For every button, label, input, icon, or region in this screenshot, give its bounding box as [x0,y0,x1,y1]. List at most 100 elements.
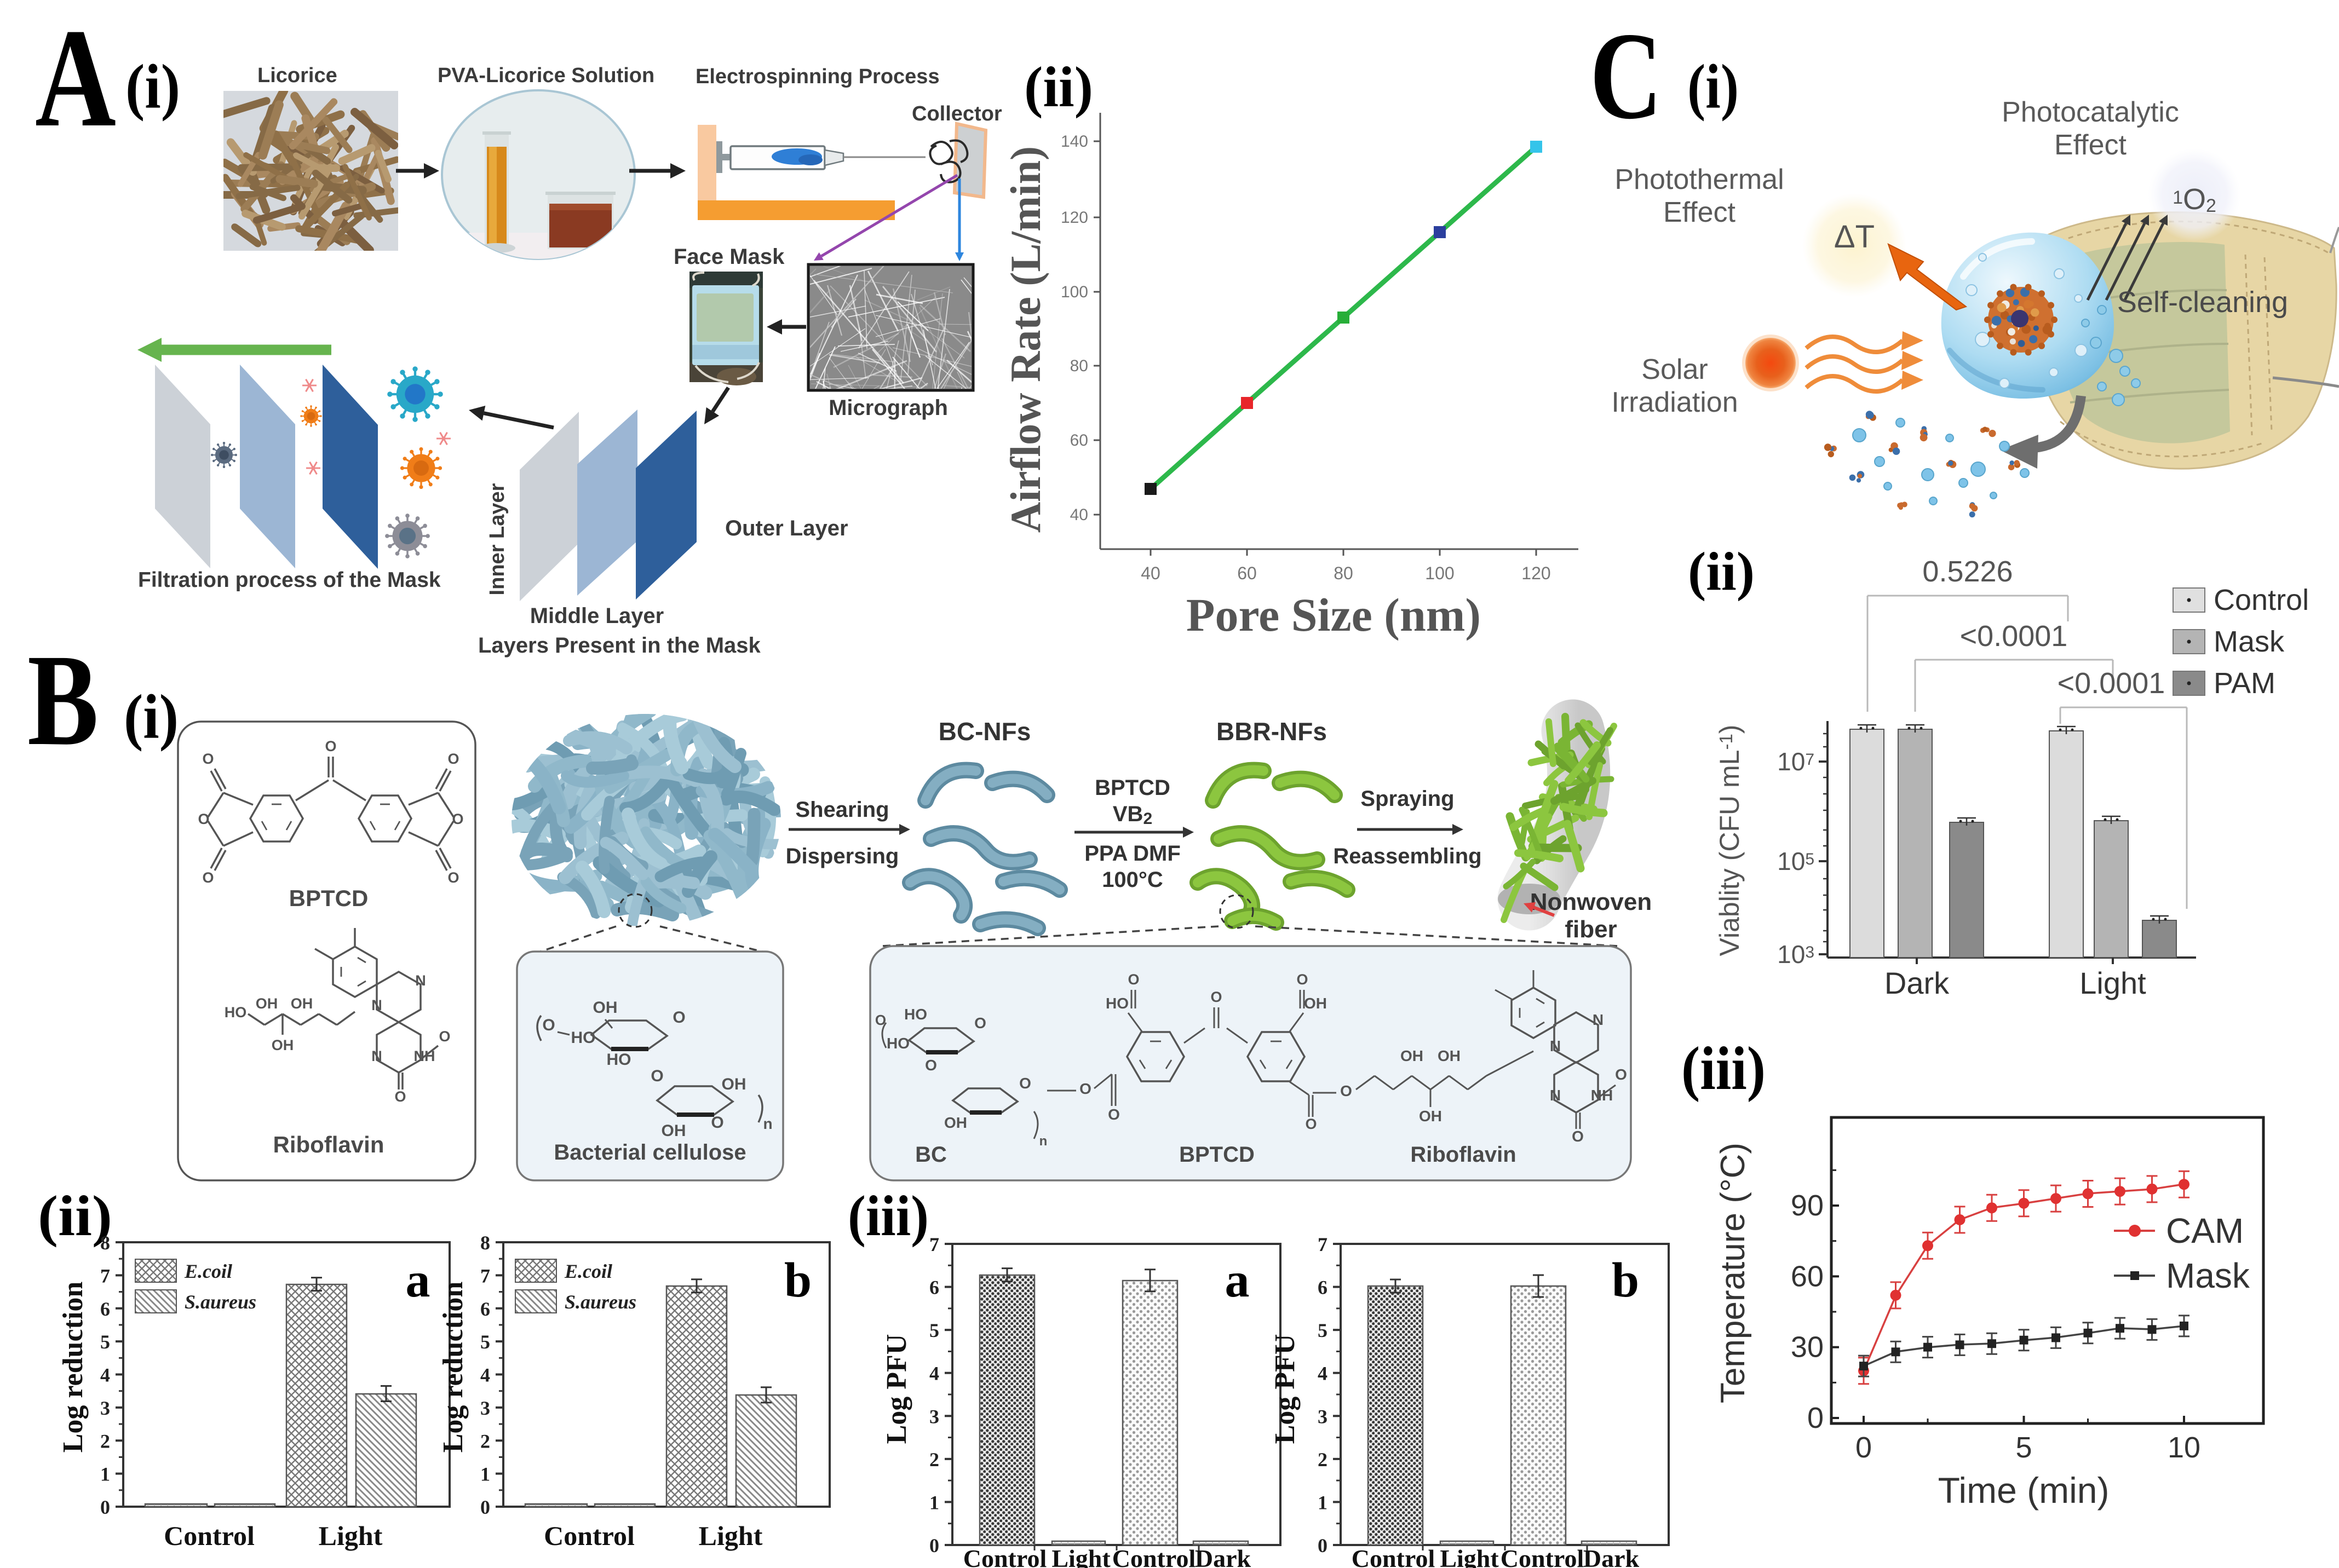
svg-text:Log reduction: Log reduction [438,1282,469,1453]
svg-text:O: O [673,1008,685,1027]
svg-text:Solar: Solar [1641,354,1708,385]
svg-text:PVA-Licorice Solution: PVA-Licorice Solution [438,64,654,87]
svg-text:7: 7 [480,1265,490,1287]
svg-text:Middle Layer: Middle Layer [530,604,664,628]
svg-text:90: 90 [1791,1189,1824,1222]
svg-text:Control: Control [1352,1544,1435,1568]
svg-text:O: O [1305,1116,1317,1132]
svg-text:5: 5 [480,1331,490,1353]
svg-text:(i): (i) [1687,52,1739,122]
svg-text:2: 2 [1318,1449,1327,1471]
svg-text:N: N [1593,1011,1604,1028]
svg-text:40: 40 [1141,563,1160,583]
svg-text:N: N [371,1048,382,1064]
svg-text:Dark: Dark [1884,966,1950,1000]
svg-text:<0.0001: <0.0001 [1960,620,2068,653]
svg-text:Electrospinning Process: Electrospinning Process [696,65,940,88]
svg-text:5: 5 [2015,1431,2032,1464]
svg-text:(iii): (iii) [1681,1035,1766,1103]
svg-text:Light: Light [1440,1544,1499,1568]
svg-text:b: b [784,1253,812,1307]
svg-text:O: O [202,869,214,886]
svg-text:Riboflavin: Riboflavin [273,1132,384,1157]
svg-text:120: 120 [1061,209,1088,227]
svg-text:HO: HO [225,1004,247,1021]
svg-text:1: 1 [929,1491,939,1513]
svg-text:4: 4 [929,1363,939,1385]
svg-text:OH: OH [1304,995,1327,1012]
svg-text:Collector: Collector [912,102,1002,125]
svg-text:1: 1 [480,1463,490,1485]
svg-text:O: O [711,1114,723,1132]
svg-text:(ii): (ii) [1024,55,1093,119]
svg-text:O: O [875,1012,886,1028]
svg-text:30: 30 [1791,1331,1824,1364]
svg-text:Face Mask: Face Mask [674,245,785,269]
svg-text:Photocatalytic: Photocatalytic [2002,96,2179,128]
svg-text:Layers Present in the Mask: Layers Present in the Mask [478,633,761,658]
svg-text:Photothermal: Photothermal [1614,164,1784,195]
svg-text:fiber: fiber [1565,916,1617,943]
svg-text:Light: Light [319,1520,383,1551]
svg-text:100°C: 100°C [1102,868,1163,892]
svg-text:a: a [406,1253,430,1307]
svg-text:b: b [1612,1253,1639,1307]
svg-text:60: 60 [1070,431,1088,449]
svg-text:S.aureus: S.aureus [185,1291,256,1313]
svg-text:Micrograph: Micrograph [829,396,948,420]
svg-text:Bacterial cellulose: Bacterial cellulose [554,1140,746,1165]
svg-text:0: 0 [1318,1535,1327,1557]
svg-text:(i): (i) [124,682,179,752]
svg-text:BBR-NFs: BBR-NFs [1216,717,1327,746]
svg-text:S.aureus: S.aureus [565,1291,636,1313]
svg-text:4: 4 [480,1364,490,1386]
svg-text:80: 80 [1070,357,1088,375]
svg-text:Time (min): Time (min) [1938,1470,2110,1511]
svg-text:3: 3 [1318,1405,1327,1427]
svg-text:5: 5 [100,1331,110,1353]
svg-text:Control: Control [2214,584,2309,616]
svg-text:Dark: Dark [1195,1544,1251,1568]
svg-text:2: 2 [929,1449,939,1471]
svg-text:O: O [447,751,459,767]
svg-text:OH: OH [272,1037,294,1053]
svg-text:Dark: Dark [1583,1544,1640,1568]
svg-text:Effect: Effect [1663,197,1736,228]
svg-text:O: O [542,1016,555,1034]
svg-text:Spraying: Spraying [1360,787,1454,811]
svg-text:5: 5 [929,1319,939,1341]
svg-text:O: O [447,869,459,886]
svg-text:BPTCD: BPTCD [1179,1143,1255,1167]
svg-text:OH: OH [1438,1047,1461,1064]
svg-text:120: 120 [1521,563,1550,583]
svg-text:Riboflavin: Riboflavin [1410,1143,1516,1167]
svg-text:0: 0 [1807,1402,1824,1434]
svg-text:CAM: CAM [2166,1211,2244,1250]
svg-text:100: 100 [1061,283,1088,301]
svg-text:0: 0 [480,1496,490,1518]
svg-text:BC-NFs: BC-NFs [939,717,1031,746]
svg-text:Control: Control [544,1520,635,1551]
svg-text:Light: Light [699,1520,763,1551]
svg-text:OH: OH [662,1122,686,1140]
svg-text:O: O [1296,971,1308,988]
svg-text:BC: BC [915,1143,947,1167]
svg-text:OH: OH [291,995,313,1012]
svg-text:5: 5 [1318,1319,1327,1341]
svg-text:O: O [198,811,209,827]
svg-text:2: 2 [480,1430,490,1452]
svg-text:O: O [325,738,336,754]
svg-text:10: 10 [2168,1431,2200,1464]
svg-text:0.5226: 0.5226 [1922,555,2013,588]
svg-text:1O2: 1O2 [2173,183,2216,216]
svg-text:E.coil: E.coil [564,1260,612,1282]
svg-text:(ii): (ii) [38,1184,112,1248]
svg-text:Temperature (°C): Temperature (°C) [1714,1143,1752,1403]
svg-text:60: 60 [1791,1260,1824,1293]
svg-text:n: n [763,1115,772,1132]
svg-text:OH: OH [256,995,278,1012]
svg-text:O: O [1128,971,1139,988]
svg-text:O: O [974,1014,986,1031]
svg-text:A: A [35,0,116,156]
svg-text:C: C [1590,7,1662,145]
